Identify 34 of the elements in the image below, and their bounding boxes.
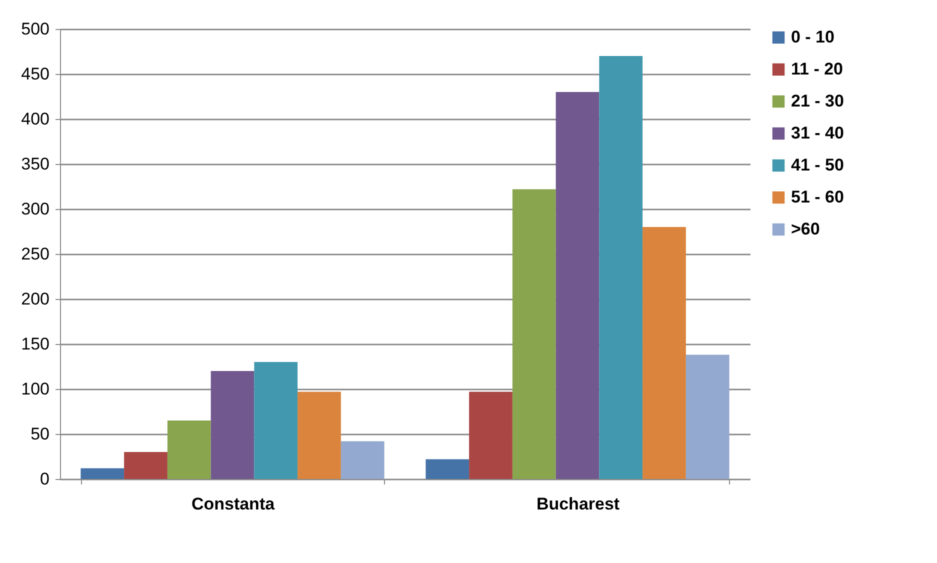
bar	[469, 392, 512, 479]
y-tick-label: 300	[21, 200, 50, 218]
y-tick-label: 400	[21, 110, 50, 128]
y-tick-label: 500	[21, 20, 50, 38]
legend-label: 41 - 50	[791, 156, 844, 174]
x-tick-label: Constanta	[191, 494, 276, 514]
y-tick-label: 250	[21, 244, 50, 264]
bar	[642, 227, 686, 479]
bar	[686, 354, 730, 479]
bar	[254, 362, 298, 479]
bar	[340, 441, 384, 479]
bar	[599, 56, 643, 479]
bar	[426, 459, 470, 479]
bar	[210, 371, 254, 479]
legend-label: 31 - 40	[791, 124, 844, 142]
y-tick-label: 200	[21, 290, 50, 308]
y-tick-label: 100	[21, 380, 50, 398]
y-tick-label: 150	[21, 334, 50, 354]
y-tick-label: 50	[30, 424, 50, 444]
y-tick-label: 0	[40, 470, 50, 488]
bar	[80, 468, 124, 479]
legend-label: >60	[791, 220, 820, 238]
bar	[124, 452, 168, 479]
y-tick-label: 350	[21, 154, 50, 174]
y-tick-label: 450	[21, 64, 50, 84]
bar	[167, 420, 211, 479]
legend-label: 51 - 60	[791, 188, 844, 206]
bar	[298, 392, 341, 479]
bar	[512, 189, 556, 479]
x-tick-label: Bucharest	[536, 494, 620, 514]
legend-label: 0 - 10	[791, 28, 834, 46]
legend-label: 21 - 30	[791, 92, 844, 110]
legend-label: 11 - 20	[791, 60, 843, 78]
bar	[556, 92, 600, 479]
